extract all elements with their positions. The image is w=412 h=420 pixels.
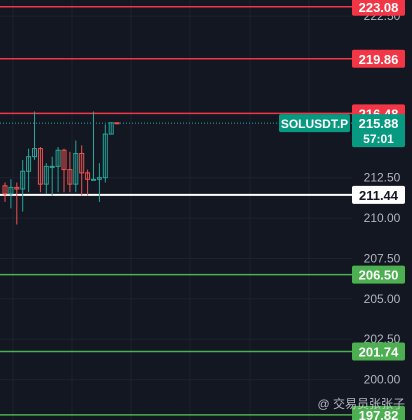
level-price-label: 197.82 xyxy=(359,408,399,420)
candle-body xyxy=(2,185,8,195)
candle-body xyxy=(61,149,67,171)
level-price-label: 211.44 xyxy=(359,188,399,203)
level-price-tag xyxy=(352,0,405,16)
candle-body xyxy=(55,149,61,167)
level-price-label: 219.86 xyxy=(359,52,399,67)
last-price-tag xyxy=(352,114,405,148)
countdown-label: 57:01 xyxy=(363,132,394,146)
candle-body xyxy=(73,152,79,185)
price-levels xyxy=(0,6,352,416)
level-price-tag xyxy=(352,342,405,361)
candle-body xyxy=(102,133,108,179)
level-price-label: 223.08 xyxy=(359,0,399,15)
level-price-label: 206.50 xyxy=(359,268,399,283)
price-tick-label: 200.00 xyxy=(364,373,401,387)
candle-body xyxy=(20,170,26,190)
level-price-tag xyxy=(352,185,405,204)
price-tick-label: 205.00 xyxy=(364,292,401,306)
candle-body xyxy=(67,169,73,185)
candle-body xyxy=(49,165,55,168)
level-price-tag xyxy=(352,405,405,420)
level-price-label: 201.74 xyxy=(359,345,400,360)
candle-body xyxy=(37,148,43,185)
candle-body xyxy=(14,186,20,190)
candle-body xyxy=(43,165,49,185)
candle-body xyxy=(108,122,114,135)
price-tick-label: 210.00 xyxy=(364,211,401,225)
watermark-text: @ 交易员张张子 xyxy=(317,396,405,411)
candle-body xyxy=(8,186,14,195)
level-labels: 223.08219.86216.48211.44206.50201.74197.… xyxy=(352,0,405,420)
candle-body xyxy=(85,172,91,180)
price-axis[interactable]: 222.50212.50210.00207.50205.00202.50200.… xyxy=(364,9,401,386)
candle-body xyxy=(32,148,37,158)
candle-body xyxy=(114,122,120,125)
level-price-tag xyxy=(352,49,405,68)
grid-lines xyxy=(0,0,352,420)
level-price-tag xyxy=(352,265,405,284)
price-tick-label: 212.50 xyxy=(364,171,401,185)
last-price-label: 215.88 xyxy=(359,116,399,131)
symbol-label: SOLUSDT.P xyxy=(281,117,348,131)
candle-body xyxy=(91,178,96,181)
symbol-tag xyxy=(279,114,350,133)
candle-body xyxy=(79,152,85,174)
candle-body xyxy=(26,156,32,172)
candle-body xyxy=(96,177,102,180)
candlestick-series xyxy=(2,111,120,225)
price-tick-label: 207.50 xyxy=(364,251,401,265)
